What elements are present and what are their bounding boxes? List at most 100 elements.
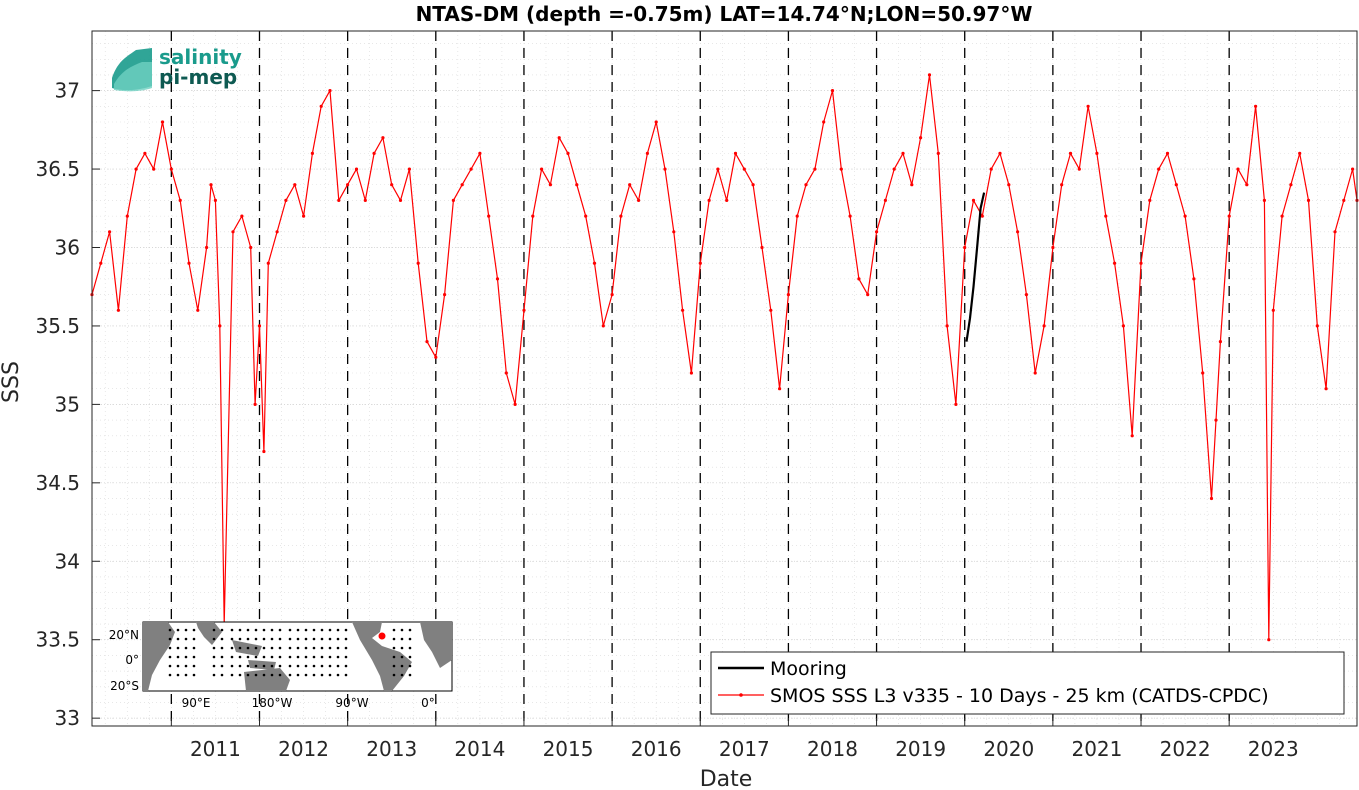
inset-mooring-dot <box>408 673 412 677</box>
inset-map-land-india <box>196 622 222 645</box>
legend-label-mooring: Mooring <box>770 658 847 680</box>
inset-mooring-dot <box>312 655 316 659</box>
inset-mooring-dot <box>408 637 412 641</box>
smos-point <box>610 293 614 297</box>
smos-point <box>936 151 940 155</box>
smos-point <box>253 402 257 406</box>
inset-mooring-dot <box>254 628 258 632</box>
smos-point <box>1262 198 1266 202</box>
inset-mooring-dot <box>288 637 292 641</box>
smos-point <box>381 136 385 140</box>
smos-point <box>1351 167 1355 171</box>
smos-point <box>187 261 191 265</box>
y-tick-label: 37 <box>55 79 80 103</box>
smos-point <box>839 167 843 171</box>
smos-point <box>1289 183 1293 187</box>
x-tick-label: 2015 <box>543 737 594 761</box>
x-tick-label: 2016 <box>631 737 682 761</box>
legend-box <box>710 651 1345 715</box>
smos-point <box>751 183 755 187</box>
year-lines <box>170 31 1230 726</box>
smos-point <box>218 324 222 328</box>
smos-point <box>425 340 429 344</box>
smos-point <box>522 308 526 312</box>
smos-point <box>637 198 641 202</box>
inset-mooring-dot <box>320 673 324 677</box>
logo-line-2: pi-mep <box>159 65 237 89</box>
smos-point <box>275 230 279 234</box>
smos-point <box>769 308 773 312</box>
x-axis-label: Date <box>700 767 753 790</box>
smos-point <box>1130 434 1134 438</box>
inset-mooring-dot <box>312 628 316 632</box>
smos-point <box>1148 198 1152 202</box>
smos-point <box>1298 151 1302 155</box>
inset-lat-label-2: 0° <box>125 653 139 667</box>
inset-mooring-dot <box>344 664 348 668</box>
inset-lat-label-3: 20°S <box>110 679 139 693</box>
inset-mooring-dot <box>176 637 180 641</box>
smos-point <box>1280 214 1284 218</box>
inset-mooring-dot <box>230 646 234 650</box>
inset-mooring-dot <box>192 628 196 632</box>
smos-point <box>813 167 817 171</box>
inset-mooring-dot <box>312 646 316 650</box>
smos-point <box>592 261 597 265</box>
inset-mooring-dot <box>328 628 332 632</box>
inset-mooring-dot <box>328 664 332 668</box>
inset-mooring-dot <box>278 646 282 650</box>
x-tick-label: 2019 <box>895 737 946 761</box>
smos-point <box>346 183 350 187</box>
smos-point <box>548 183 553 187</box>
smos-point <box>584 214 588 218</box>
inset-lon-label-4: 0° <box>421 696 435 710</box>
smos-point <box>160 120 165 124</box>
y-tick-label: 34 <box>55 549 80 573</box>
inset-mooring-dot <box>262 637 266 641</box>
inset-mooring-dot <box>320 664 324 668</box>
inset-map-land-australia <box>244 668 290 691</box>
inset-mooring-dot <box>336 646 340 650</box>
inset-mooring-dot <box>392 664 396 668</box>
inset-mooring-dot <box>296 655 300 659</box>
inset-mooring-dot <box>192 664 196 668</box>
inset-mooring-dot <box>344 646 348 650</box>
inset-mooring-dot <box>408 646 412 650</box>
smos-point <box>1051 245 1055 250</box>
inset-mooring-dot <box>320 646 324 650</box>
series-layer <box>90 73 1359 642</box>
smos-point <box>116 308 120 312</box>
smos-point <box>398 198 403 202</box>
smos-point <box>108 230 112 234</box>
y-tick-label: 35.5 <box>35 314 80 338</box>
smos-point <box>416 261 420 265</box>
inset-map-station-marker <box>378 632 386 640</box>
inset-mooring-dot <box>288 628 292 632</box>
inset-mooring-dot <box>238 673 242 677</box>
inset-mooring-dot <box>400 655 404 659</box>
smos-point <box>143 151 147 155</box>
inset-mooring-dot <box>408 664 412 668</box>
smos-point <box>1024 293 1028 297</box>
smos-point <box>672 230 676 234</box>
smos-point <box>310 151 314 155</box>
smos-point <box>707 198 711 202</box>
inset-mooring-dot <box>230 655 234 659</box>
smos-point <box>1113 261 1117 265</box>
inset-mooring-dot <box>212 664 216 668</box>
smos-point <box>601 324 605 328</box>
smos-point <box>892 167 896 171</box>
inset-map-land-africa <box>143 622 175 691</box>
inset-mooring-dot <box>400 664 404 668</box>
inset-mooring-dot <box>168 655 172 659</box>
axes-box <box>91 30 1358 727</box>
smos-point <box>1209 496 1214 501</box>
smos-point <box>681 308 685 312</box>
x-tick-label: 2014 <box>454 737 505 761</box>
inset-mooring-dot <box>262 664 266 668</box>
inset-mooring-dot <box>230 673 234 677</box>
smos-point <box>240 214 244 218</box>
smos-point <box>945 324 949 328</box>
inset-mooring-dot <box>278 655 282 659</box>
inset-mooring-dot <box>246 664 250 668</box>
